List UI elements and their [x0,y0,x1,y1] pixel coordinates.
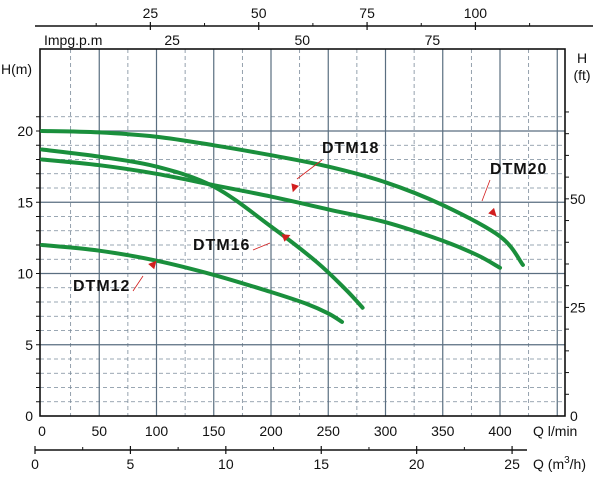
x-tick-label: 200 [259,423,283,439]
y-tick-label: 10 [17,266,33,282]
leader-line-dtm18 [296,159,323,180]
y-axis-label: H(m) [1,61,32,77]
leader-line-dtm16 [252,242,271,251]
m3h-tick-label: 15 [313,456,329,472]
ft-axis-label-top: H [577,50,587,66]
x-tick-label: 350 [431,423,455,439]
m3h-axis-label: Q (m3/h) [533,455,586,472]
x-axis-label: Q l/min [533,423,577,439]
m3h-tick-label: 20 [409,456,425,472]
curve-dtm20 [40,129,525,267]
labels: DTM12 DTM16 DTM18 DTM20 [73,140,547,295]
curve-label-dtm18: DTM18 [322,140,379,157]
usgpm-tick-label: 100 [464,5,488,21]
x-tick-label: 400 [488,423,512,439]
arrow-dtm20 [488,207,497,217]
y-tick-label: 5 [25,337,33,353]
y-tick-label: 20 [17,123,33,139]
x-tick-label: 100 [145,423,169,439]
impgpm-tick-label: 75 [425,32,441,48]
usgpm-tick-label: 25 [143,5,159,21]
x-tick-label: 250 [317,423,341,439]
arrow-dtm18 [291,183,299,193]
curve-dtm12 [40,243,344,324]
x-tick-label: 150 [202,423,226,439]
m3h-tick-label: 10 [218,456,234,472]
curve-dtm18 [40,157,502,270]
usgpm-tick-label: 75 [359,5,375,21]
m3h-tick-label: 5 [127,456,135,472]
grid [40,49,565,416]
ft-axis-label-bottom: (ft) [573,67,590,83]
leader-line-dtm20 [481,179,491,202]
impgpm-tick-label: 50 [294,32,310,48]
y-tick-label: 0 [25,408,33,424]
plot-frame [39,48,566,417]
usgpm-tick-label: 50 [251,5,267,21]
impgpm-axis-label: Impg.p.m [44,32,102,48]
arrow-dtm12 [148,260,157,270]
y-tick-label: 15 [17,194,33,210]
x-tick-label: 0 [38,423,46,439]
ft-tick-label: 0 [570,408,578,424]
curve-label-dtm20: DTM20 [490,161,547,178]
plot-area [40,49,565,416]
ft-tick-label: 50 [570,191,586,207]
x-tick-label: 50 [91,423,107,439]
ft-tick-label: 25 [570,299,586,315]
curve-label-dtm16: DTM16 [193,237,250,254]
x-tick-label: 300 [374,423,398,439]
arrow-dtm16 [281,234,291,242]
m3h-tick-label: 25 [504,456,520,472]
curve-label-dtm12: DTM12 [73,278,130,295]
curve-dtm16 [40,147,365,310]
curves [40,129,525,324]
m3h-tick-label: 0 [31,456,39,472]
leader-line-dtm12 [132,275,144,292]
impgpm-tick-label: 25 [164,32,180,48]
